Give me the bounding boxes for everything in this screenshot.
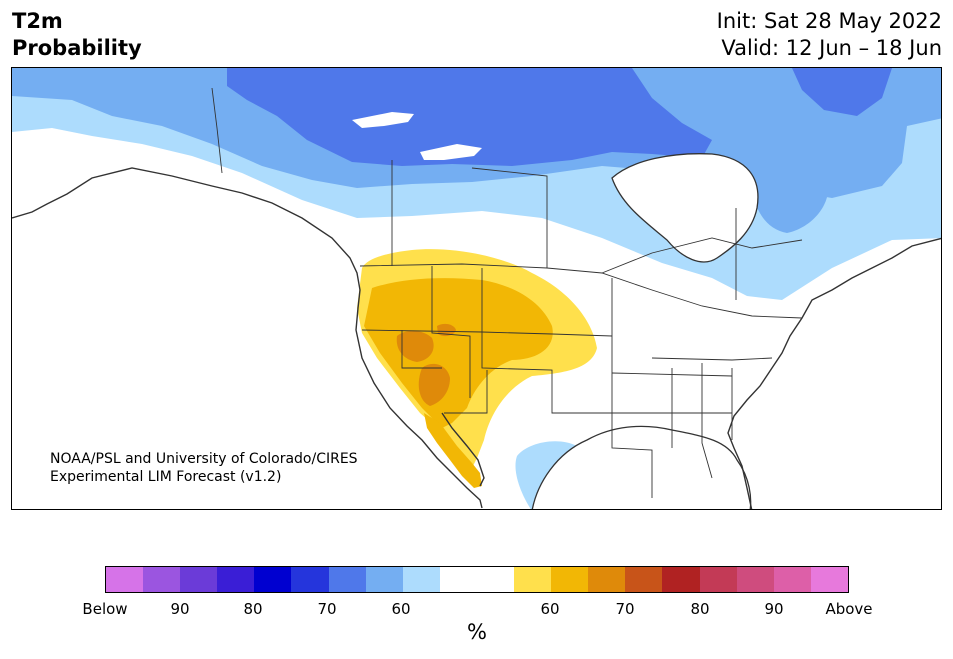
- init-date: Init: Sat 28 May 2022: [716, 9, 942, 33]
- colorbar-segment: [439, 567, 477, 592]
- above-80-region-2: [418, 363, 450, 406]
- colorbar-tick-label: Below: [82, 600, 128, 618]
- credit-line-2: Experimental LIM Forecast (v1.2): [50, 469, 282, 485]
- arctic-island-2: [420, 144, 482, 160]
- colorbar-tick-label: 80: [243, 600, 263, 618]
- forecast-dates: Init: Sat 28 May 2022 Valid: 12 Jun – 18…: [717, 8, 942, 62]
- forecast-map: NOAA/PSL and University of Colorado/CIRE…: [11, 67, 942, 510]
- colorbar-unit: %: [467, 620, 487, 644]
- borders: [211, 87, 803, 498]
- title-line-1: T2m: [12, 9, 63, 33]
- colorbar-tick-label: 80: [690, 600, 710, 618]
- title-line-2: Probability: [12, 36, 142, 60]
- colorbar-tick-label: 90: [764, 600, 784, 618]
- colorbar-segment: [476, 567, 515, 592]
- colorbar-segment: [551, 567, 589, 592]
- colorbar-tick-label: 60: [391, 600, 411, 618]
- above-70-region-baja: [424, 413, 482, 488]
- map-title: T2m Probability: [12, 8, 142, 62]
- above-80-region-3: [437, 323, 456, 337]
- colorbar-tick-label: 60: [540, 600, 560, 618]
- above-80-region: [396, 330, 434, 362]
- colorbar-segment: [810, 567, 848, 592]
- colorbar-segment: [328, 567, 366, 592]
- colorbar-segment: [291, 567, 329, 592]
- below-70-region-east: [750, 151, 829, 233]
- credit-line-1: NOAA/PSL and University of Colorado/CIRE…: [50, 451, 358, 467]
- colorbar-segment: [773, 567, 811, 592]
- below-80-region-east: [792, 68, 892, 116]
- colorbar-tick-label: 90: [170, 600, 190, 618]
- colorbar-segment: [143, 567, 181, 592]
- probability-colorbar: [105, 566, 849, 593]
- colorbar-segment: [699, 567, 737, 592]
- arctic-island-1: [352, 112, 414, 128]
- above-70-region: [364, 278, 553, 428]
- colorbar-tick-label: Above: [825, 600, 873, 618]
- colorbar-segment: [254, 567, 292, 592]
- colorbar-segment: [514, 567, 552, 592]
- colorbar-segment: [588, 567, 626, 592]
- below-80-region: [227, 68, 712, 166]
- colorbar-tick-label: 70: [317, 600, 337, 618]
- map-canvas: [12, 68, 941, 509]
- east-coastline: [727, 237, 941, 509]
- colorbar-segment: [365, 567, 403, 592]
- colorbar-segment: [736, 567, 774, 592]
- valid-range: Valid: 12 Jun – 18 Jun: [721, 36, 942, 60]
- hudson-bay: [611, 153, 759, 263]
- credit-text: NOAA/PSL and University of Colorado/CIRE…: [50, 450, 358, 486]
- colorbar-segment: [625, 567, 663, 592]
- colorbar-segment: [217, 567, 255, 592]
- colorbar-segment: [106, 567, 144, 592]
- colorbar-segment: [662, 567, 700, 592]
- colorbar-segment: [180, 567, 218, 592]
- colorbar-segment: [402, 567, 440, 592]
- colorbar-tick-label: 70: [615, 600, 635, 618]
- coastline: [12, 167, 485, 509]
- gulf-of-mexico: [531, 425, 752, 509]
